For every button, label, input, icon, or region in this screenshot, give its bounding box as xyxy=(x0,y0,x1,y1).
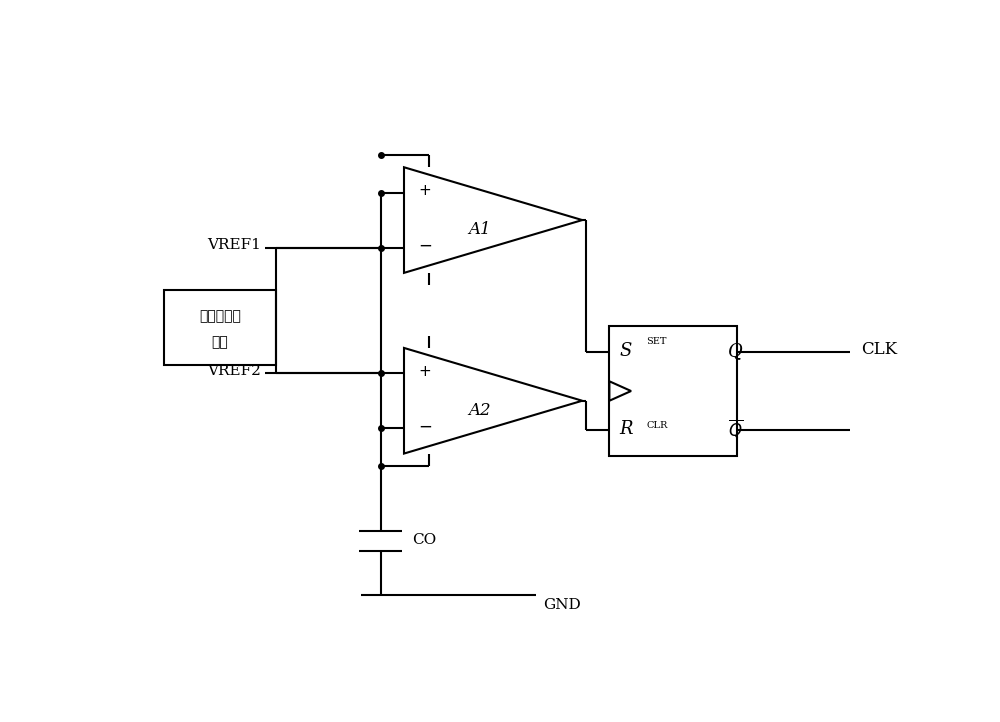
Text: CO: CO xyxy=(412,533,436,547)
Text: +: + xyxy=(418,364,431,379)
Text: A2: A2 xyxy=(468,401,491,419)
Text: VREF1: VREF1 xyxy=(207,238,261,252)
Text: SET: SET xyxy=(647,337,667,347)
Text: −: − xyxy=(418,237,432,255)
Bar xyxy=(164,290,276,365)
Text: −: − xyxy=(418,417,432,435)
Text: CLK: CLK xyxy=(861,341,897,357)
Text: GND: GND xyxy=(544,598,581,612)
Text: S: S xyxy=(619,342,632,360)
Text: R: R xyxy=(619,420,633,438)
Text: A1: A1 xyxy=(468,221,491,238)
Text: $\overline{Q}$: $\overline{Q}$ xyxy=(728,417,743,440)
Text: +: + xyxy=(418,183,431,199)
Bar xyxy=(609,326,737,456)
Text: VREF2: VREF2 xyxy=(207,363,261,378)
Text: 电路: 电路 xyxy=(212,335,228,349)
Text: 充放电控制: 充放电控制 xyxy=(199,309,241,323)
Text: Q: Q xyxy=(728,342,743,360)
Text: CLR: CLR xyxy=(647,421,668,430)
